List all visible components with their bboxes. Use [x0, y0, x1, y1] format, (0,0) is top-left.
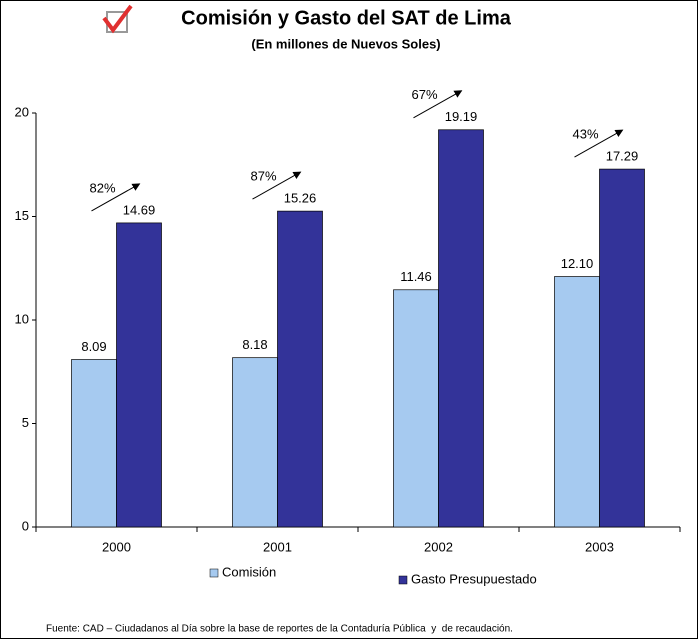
annotation: 67% — [411, 87, 437, 102]
annotation-arrow — [252, 171, 302, 200]
bar — [277, 210, 323, 528]
legend-swatch — [398, 575, 408, 585]
annotation: 43% — [572, 127, 598, 142]
x-tick-label: 2001 — [263, 539, 292, 554]
data-label: 15.26 — [284, 191, 317, 206]
annotation-arrow — [91, 183, 141, 212]
data-label: 12.10 — [561, 256, 594, 271]
data-label: 17.29 — [606, 149, 639, 164]
annotation-arrow — [413, 90, 463, 119]
annotation: 82% — [89, 180, 115, 195]
bar — [393, 289, 439, 528]
data-label: 8.18 — [242, 337, 267, 352]
legend-label: Gasto Presupuestado — [411, 571, 537, 586]
data-label: 8.09 — [81, 339, 106, 354]
y-tick-label: 5 — [22, 415, 29, 430]
bar — [554, 276, 600, 528]
bar — [438, 129, 484, 528]
check-icon — [102, 4, 133, 34]
data-label: 11.46 — [400, 269, 432, 284]
annotation-arrow — [574, 129, 624, 158]
bar — [599, 168, 645, 528]
footnote: Fuente: CAD – Ciudadanos al Día sobre la… — [46, 624, 513, 635]
bar — [232, 357, 278, 528]
x-tick-label: 2000 — [102, 539, 131, 554]
chart-title: Comisión y Gasto del SAT de Lima — [181, 7, 512, 29]
x-tick-label: 2003 — [585, 539, 614, 554]
y-tick-label: 20 — [15, 104, 29, 119]
data-label: 19.19 — [445, 109, 478, 124]
bar — [71, 359, 117, 528]
y-tick-label: 15 — [15, 208, 29, 223]
bar — [116, 222, 162, 528]
data-label: 14.69 — [123, 202, 156, 217]
chart-subtitle: (En millones de Nuevos Soles) — [251, 36, 440, 51]
x-tick-label: 2002 — [424, 539, 453, 554]
y-tick-label: 0 — [22, 518, 29, 533]
annotation: 87% — [250, 169, 276, 184]
y-tick-label: 10 — [15, 311, 29, 326]
legend-label: Comisión — [222, 564, 276, 579]
legend-swatch — [209, 568, 219, 578]
